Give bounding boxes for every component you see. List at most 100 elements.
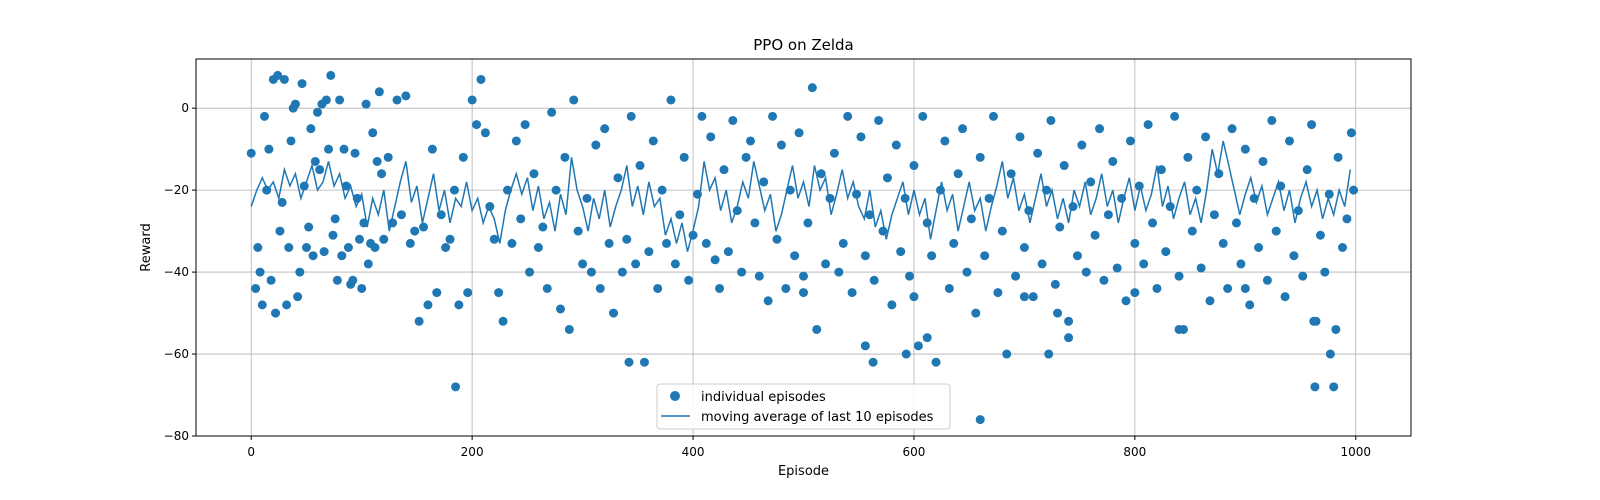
- episode-point: [410, 226, 420, 236]
- episode-point: [1064, 333, 1074, 343]
- episode-point: [1095, 124, 1105, 134]
- episode-point: [1103, 210, 1113, 220]
- episode-point: [803, 218, 813, 228]
- episode-point: [480, 128, 490, 138]
- episode-point: [507, 238, 517, 248]
- episode-point: [776, 140, 786, 150]
- episode-point: [1028, 292, 1038, 302]
- episode-point: [1077, 140, 1087, 150]
- episode-point: [1099, 275, 1109, 285]
- x-tick-label: 1000: [1340, 445, 1371, 459]
- episode-point: [297, 79, 307, 89]
- plot-marks: [246, 70, 1359, 425]
- legend-entry-individual-episodes: individual episodes: [701, 390, 826, 405]
- episode-point: [1019, 292, 1029, 302]
- episode-point: [1310, 382, 1320, 392]
- y-tick-label: −60: [164, 347, 189, 361]
- episode-point: [1192, 185, 1202, 195]
- episode-point: [1240, 283, 1250, 293]
- episode-point: [600, 124, 610, 134]
- episode-point: [631, 259, 641, 269]
- episode-point: [763, 296, 773, 306]
- episode-point: [1170, 111, 1180, 121]
- episode-point: [799, 288, 808, 298]
- episode-point: [821, 259, 831, 269]
- episode-point: [271, 308, 281, 318]
- x-tick-label: 400: [682, 445, 705, 459]
- legend-marker-individual-episodes: [670, 391, 680, 401]
- episode-point: [436, 210, 446, 220]
- x-tick-label: 800: [1123, 445, 1146, 459]
- episode-point: [1231, 218, 1241, 228]
- legend-box: [656, 383, 951, 430]
- episode-point: [1121, 296, 1131, 306]
- episode-point: [246, 148, 256, 158]
- episode-point: [1015, 132, 1025, 142]
- episode-point: [653, 283, 663, 293]
- episode-point: [266, 275, 276, 285]
- episode-point: [361, 99, 371, 109]
- episode-point: [310, 156, 320, 166]
- episode-point: [282, 300, 292, 310]
- episode-point: [737, 267, 747, 277]
- episode-point: [1285, 136, 1294, 146]
- episode-point: [1223, 283, 1233, 293]
- episode-point: [595, 283, 605, 293]
- episode-point: [295, 267, 305, 277]
- episode-point: [723, 247, 733, 257]
- episode-point: [363, 259, 373, 269]
- episode-point: [1081, 267, 1091, 277]
- episode-point: [869, 275, 879, 285]
- episode-point: [754, 271, 764, 281]
- episode-point: [865, 210, 875, 220]
- episode-point: [715, 283, 725, 293]
- episode-point: [275, 226, 285, 236]
- episode-point: [1245, 300, 1255, 310]
- episode-point: [1068, 202, 1078, 212]
- y-tick-label: −40: [164, 265, 189, 279]
- episode-point: [1050, 279, 1060, 289]
- episode-point: [1346, 128, 1356, 138]
- episode-point: [1205, 296, 1215, 306]
- episode-point: [834, 267, 844, 277]
- episode-point: [639, 357, 649, 367]
- episode-point: [368, 128, 378, 138]
- episode-point: [279, 74, 289, 84]
- legend-entry-moving-average: moving average of last 10 episodes: [701, 410, 934, 425]
- episode-point: [357, 283, 367, 293]
- episode-point: [1307, 120, 1317, 130]
- episode-point: [675, 210, 685, 220]
- episode-point: [273, 70, 283, 80]
- episode-point: [1209, 210, 1219, 220]
- episode-point: [498, 316, 508, 326]
- episode-point: [759, 177, 769, 187]
- episode-point: [825, 193, 835, 203]
- episode-point: [335, 95, 345, 105]
- episode-point: [980, 251, 990, 261]
- episode-point: [1258, 156, 1268, 166]
- episode-point: [993, 288, 1003, 298]
- episode-point: [997, 226, 1007, 236]
- episode-point: [617, 267, 627, 277]
- episode-point: [348, 275, 358, 285]
- episode-point: [1187, 226, 1197, 236]
- episode-point: [949, 238, 959, 248]
- episode-point: [370, 243, 380, 252]
- y-tick-label: 0: [181, 101, 189, 115]
- episode-point: [405, 238, 415, 248]
- episode-point: [586, 267, 596, 277]
- episode-point: [719, 165, 729, 175]
- episode-point: [1130, 288, 1140, 298]
- episode-point: [321, 95, 331, 105]
- episode-point: [750, 218, 760, 228]
- episode-point: [1130, 238, 1140, 248]
- episode-point: [313, 107, 322, 117]
- episode-point: [626, 111, 636, 121]
- episode-point: [1331, 324, 1341, 334]
- episode-point: [807, 83, 817, 93]
- x-tick-label: 0: [247, 445, 255, 459]
- episode-point: [383, 152, 393, 162]
- episode-point: [838, 238, 848, 248]
